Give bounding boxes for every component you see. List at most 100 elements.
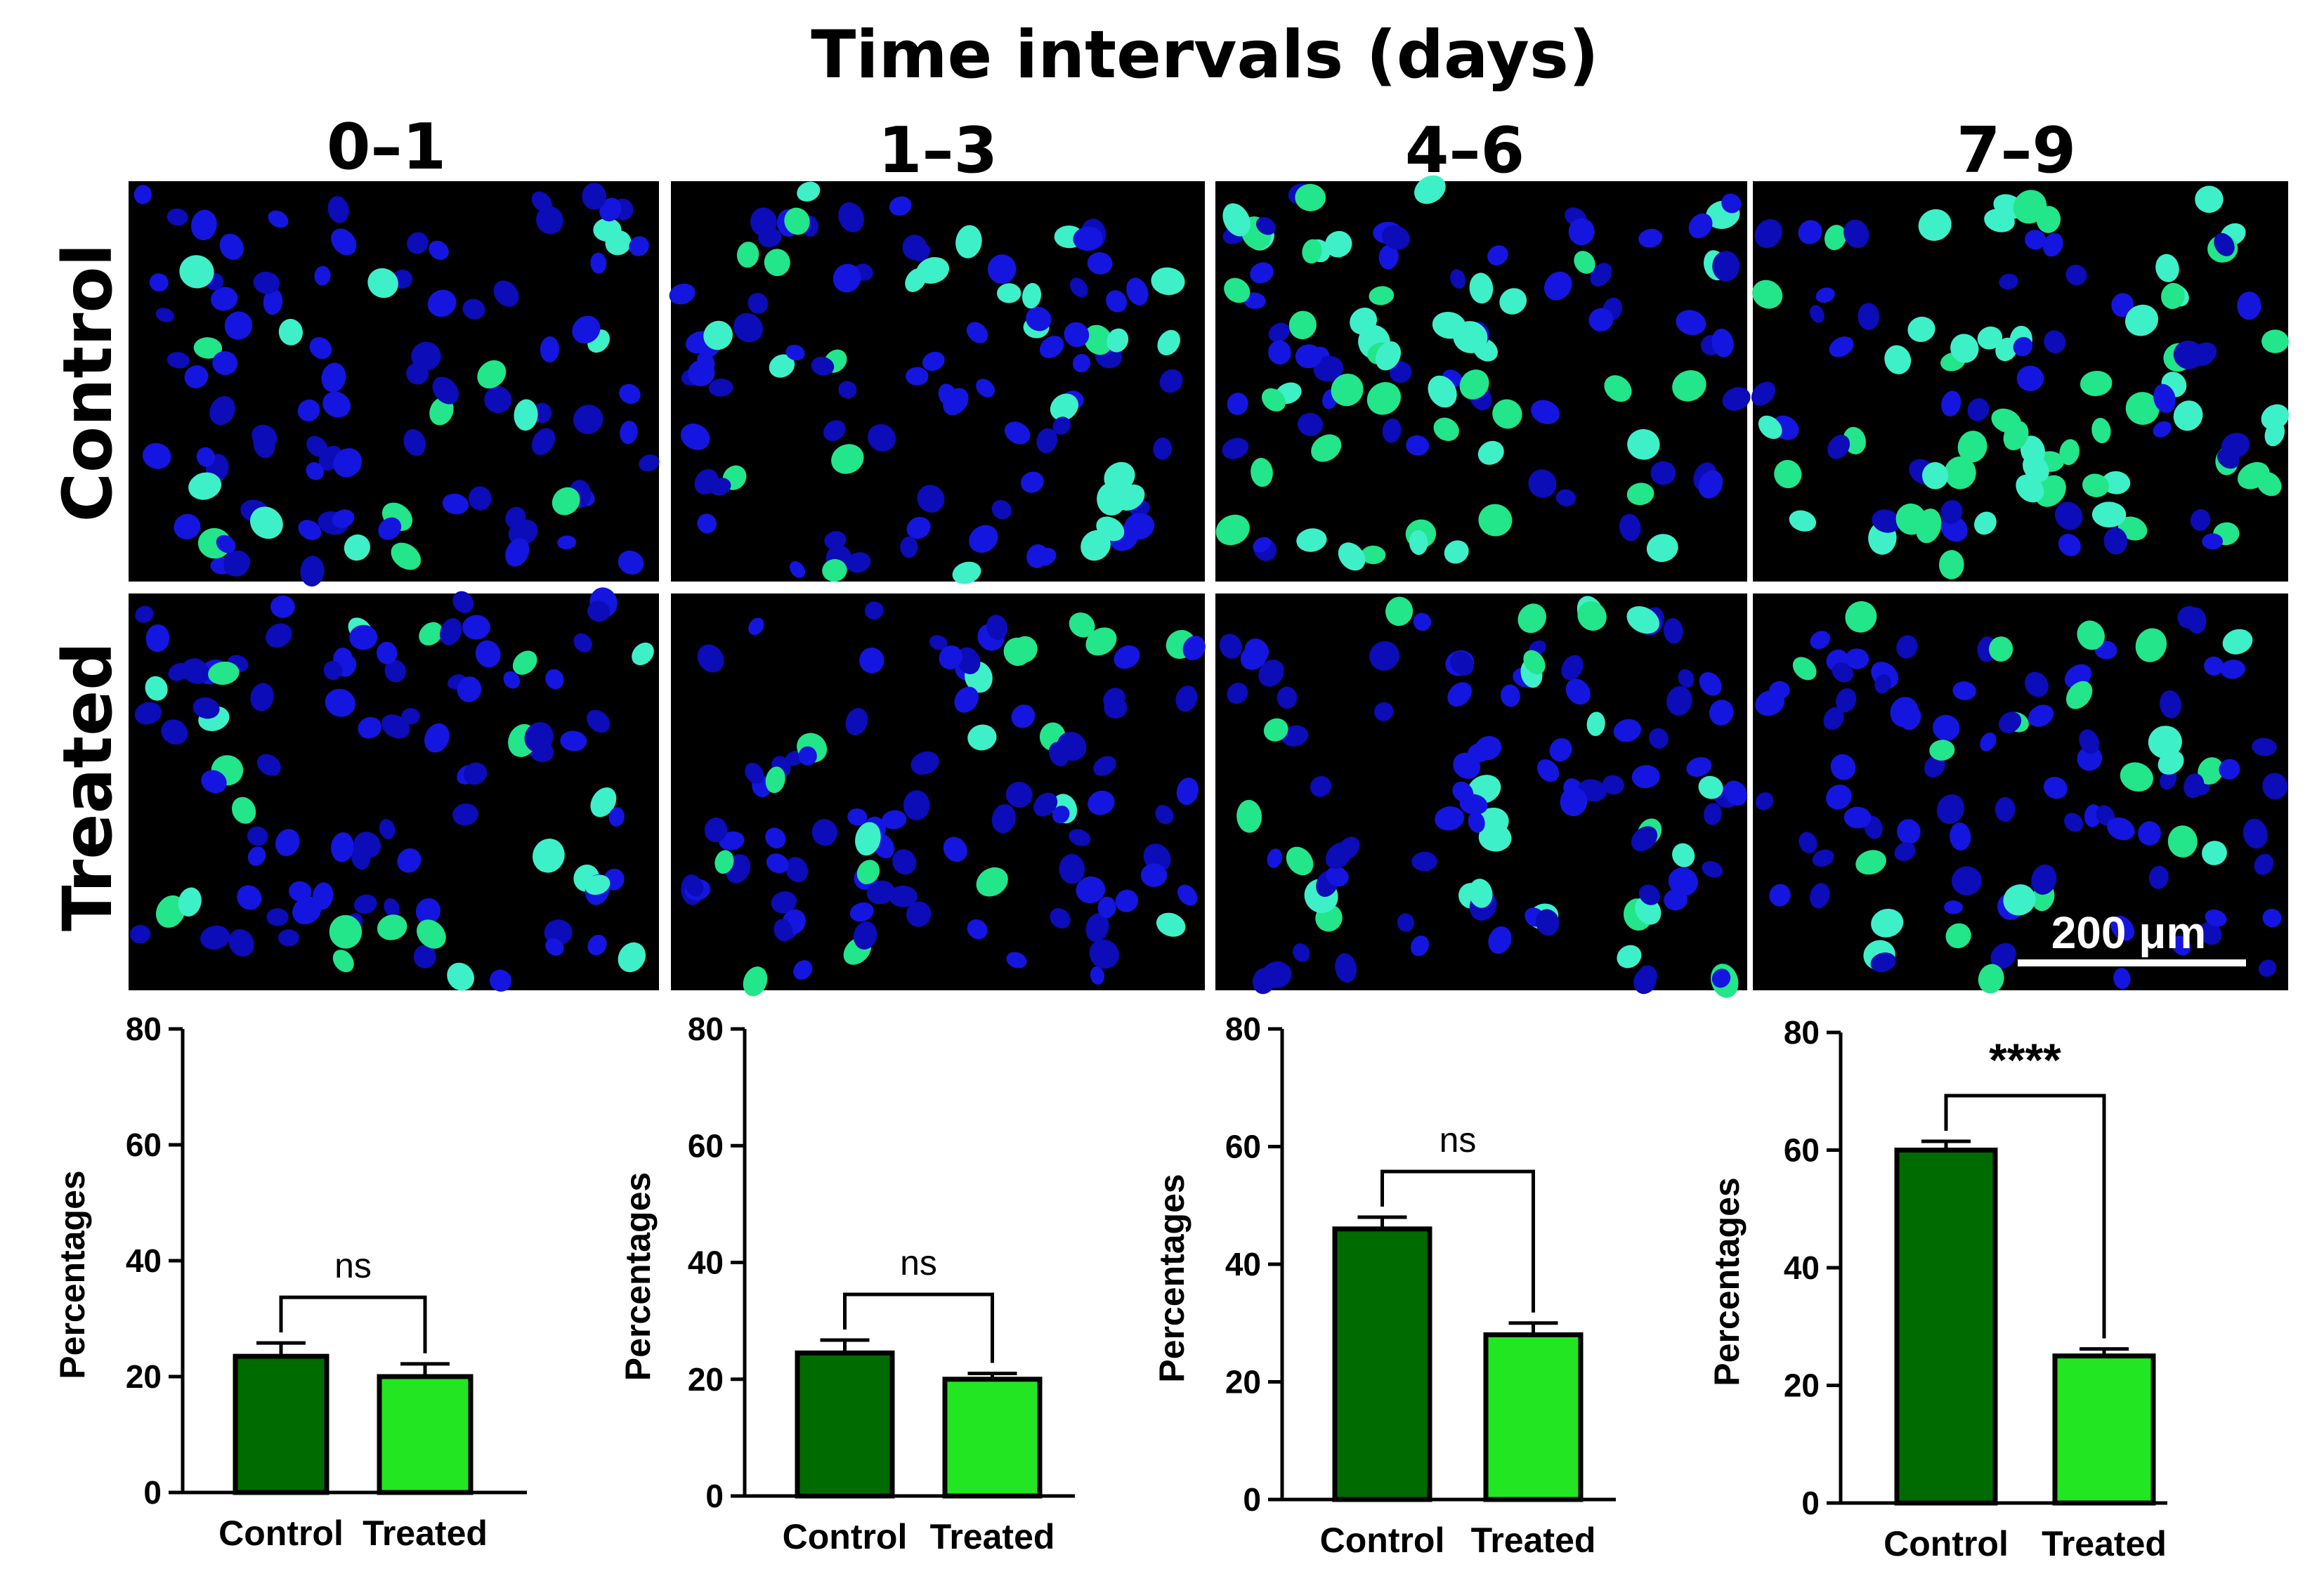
nucleus-green <box>477 360 507 389</box>
scale-bar: 200 μm <box>2018 907 2246 966</box>
nucleus-green <box>765 766 785 794</box>
nucleus-blue <box>599 197 622 222</box>
nucleus-blue <box>1544 271 1572 301</box>
nucleus-blue <box>212 350 238 375</box>
nucleus-blue <box>1064 322 1090 348</box>
nucleus-blue <box>462 298 485 320</box>
nucleus-blue <box>1253 537 1272 553</box>
nucleus-blue <box>275 829 300 856</box>
nucleus-blue <box>2044 330 2066 353</box>
nucleus-green <box>632 642 654 666</box>
nucleus-green <box>1296 528 1327 552</box>
bar-control <box>1894 1148 1998 1506</box>
nucleus-green <box>784 207 810 235</box>
nucleus-blue <box>1005 782 1033 808</box>
y-tick-label: 60 <box>688 1127 724 1164</box>
nucleus-green <box>1215 514 1250 546</box>
nucleus-green <box>1477 440 1504 465</box>
interval-heading-2: 4–6 <box>1405 114 1525 188</box>
nucleus-blue <box>1528 469 1557 498</box>
nucleus-blue <box>669 283 696 305</box>
nucleus-green <box>1409 530 1428 556</box>
category-label-treated: Treated <box>930 1517 1055 1556</box>
nucleus-blue <box>2219 759 2240 780</box>
nucleus-blue <box>1810 305 1824 323</box>
nucleus-blue <box>1536 909 1560 936</box>
nucleus-blue <box>192 697 220 719</box>
nucleus-blue <box>531 191 552 213</box>
nucleus-blue <box>2016 365 2044 391</box>
scale-bar-line <box>2018 959 2246 966</box>
nucleus-blue <box>184 365 209 388</box>
nucleus-blue <box>134 702 162 725</box>
nucleus-blue <box>1057 732 1087 761</box>
nucleus-blue <box>1293 943 1310 962</box>
nucleus-blue <box>1688 213 1713 239</box>
y-axis-label: Percentages <box>618 1172 658 1381</box>
nucleus-blue <box>309 337 332 360</box>
nucleus-blue <box>168 663 190 681</box>
nucleus-blue <box>1088 790 1115 815</box>
nucleus-green <box>1845 601 1877 633</box>
nucleus-blue <box>1995 796 2016 822</box>
category-label-control: Control <box>1320 1521 1445 1560</box>
nucleus-blue <box>1382 418 1402 443</box>
nucleus-blue <box>1267 848 1282 868</box>
nucleus-green <box>967 724 997 751</box>
nucleus-blue <box>327 196 349 223</box>
nucleus-green <box>1366 382 1401 415</box>
nucleus-green <box>769 354 795 378</box>
nucleus-blue <box>1475 735 1502 761</box>
nucleus-blue <box>401 708 420 725</box>
nucleus-green <box>2082 473 2109 497</box>
nucleus-green <box>1453 321 1488 353</box>
nucleus-blue <box>708 379 733 397</box>
nucleus-green <box>2161 282 2185 309</box>
nucleus-green <box>1698 775 1723 799</box>
micrograph-treated-1 <box>671 593 1206 997</box>
y-tick-label: 0 <box>1243 1481 1261 1518</box>
nucleus-blue <box>1227 393 1248 415</box>
nucleus-blue <box>811 356 835 376</box>
nucleus-green <box>2198 757 2224 785</box>
nucleus-blue <box>332 509 355 528</box>
nucleus-blue <box>619 383 641 405</box>
nucleus-blue <box>1468 811 1485 833</box>
nucleus-green <box>551 487 580 516</box>
nucleus-green <box>618 942 646 973</box>
nucleus-blue <box>1638 884 1661 905</box>
nucleus-blue <box>1222 438 1249 459</box>
bar-treated <box>1483 1332 1584 1502</box>
nucleus-blue <box>424 723 450 753</box>
nucleus-blue <box>823 420 846 442</box>
nucleus-green <box>2077 620 2105 650</box>
nucleus-blue <box>906 367 929 386</box>
bar-control <box>795 1350 895 1499</box>
nucleus-green <box>1944 456 1976 490</box>
nucleus-green <box>1375 341 1402 371</box>
nucleus-blue <box>2138 821 2162 846</box>
nucleus-green <box>2261 329 2289 353</box>
nucleus-green <box>1492 399 1522 429</box>
nucleus-green <box>1604 375 1632 402</box>
nucleus-blue <box>1085 913 1109 942</box>
nucleus-blue <box>1313 355 1343 382</box>
nucleus-green <box>743 966 768 997</box>
nucleus-blue <box>1227 683 1248 704</box>
nucleus-green <box>2091 417 2111 444</box>
nucleus-blue <box>1069 829 1091 846</box>
nucleus-green <box>1574 251 1595 274</box>
nucleus-blue <box>2058 534 2081 556</box>
nucleus-green <box>797 181 821 202</box>
nucleus-blue <box>1952 681 1976 700</box>
nucleus-green <box>1984 209 2015 232</box>
significance-bracket <box>279 1295 427 1353</box>
nucleus-blue <box>1268 322 1291 343</box>
nucleus-green <box>232 796 256 824</box>
nucleus-blue <box>191 209 217 241</box>
nucleus-blue <box>298 520 322 540</box>
nucleus-blue <box>524 722 554 753</box>
nucleus-blue <box>1410 936 1430 957</box>
nucleus-blue <box>312 882 334 910</box>
nucleus-blue <box>253 271 280 294</box>
